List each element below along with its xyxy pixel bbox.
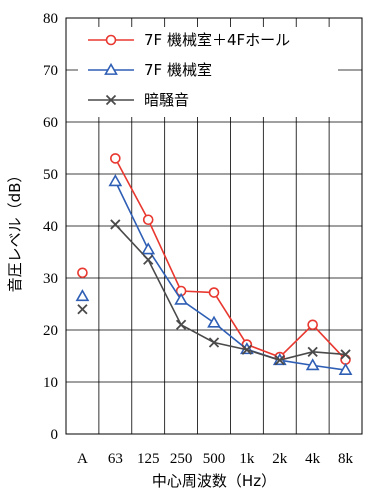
data-point-circle xyxy=(307,319,318,331)
data-point-x-stroke xyxy=(110,219,121,230)
series-line xyxy=(114,223,346,361)
data-point-x xyxy=(208,337,220,348)
legend-label: 7F 機械室 xyxy=(144,61,212,79)
y-tick-label: 80 xyxy=(43,11,58,27)
data-point-triangle xyxy=(108,174,123,187)
data-point-circle xyxy=(142,214,154,226)
x-axis-title: 中心周波数（Hz） xyxy=(152,472,276,490)
y-tick-label: 60 xyxy=(43,115,58,131)
data-point-triangle xyxy=(174,292,188,305)
series-2 xyxy=(75,174,353,375)
y-tick-label: 50 xyxy=(43,167,58,183)
data-point-triangle xyxy=(141,242,156,255)
data-point-x xyxy=(105,94,117,106)
data-point-circle xyxy=(77,267,88,279)
series-line xyxy=(114,180,346,371)
data-point-circle xyxy=(110,153,121,164)
x-tick-label: 500 xyxy=(203,451,226,467)
data-point-x xyxy=(143,254,154,265)
y-tick-label: 20 xyxy=(43,323,58,339)
data-point-x xyxy=(274,355,285,366)
series-line xyxy=(114,158,347,361)
data-point-x xyxy=(110,219,121,230)
x-tick-label: 4k xyxy=(305,451,321,467)
y-tick-label: 10 xyxy=(43,375,58,391)
data-point-triangle xyxy=(104,62,118,75)
legend-label: 7F 機械室＋4Fホール xyxy=(144,31,290,49)
data-point-x-stroke xyxy=(340,349,351,360)
data-point-triangle xyxy=(305,358,320,371)
x-tick-label: 2k xyxy=(272,451,288,467)
data-point-x xyxy=(307,346,318,357)
series-3 xyxy=(77,219,351,366)
legend-entry-2: 7F 機械室 xyxy=(88,61,212,79)
y-tick-label: 70 xyxy=(43,63,58,79)
data-point-x xyxy=(241,344,253,355)
legend-background xyxy=(78,27,338,117)
y-tick-label: 40 xyxy=(43,219,58,235)
legend-entry-1: 7F 機械室＋4Fホール xyxy=(88,31,290,49)
data-point-x-stroke xyxy=(274,355,285,366)
x-tick-labels: A 63 125 250 500 1k 2k 4k 8k xyxy=(77,451,354,467)
data-point-x xyxy=(175,319,187,330)
y-tick-labels: 0 10 20 30 40 50 60 70 80 xyxy=(43,11,58,443)
x-tick-label: 8k xyxy=(338,451,354,467)
data-point-x-stroke xyxy=(307,346,318,357)
legend-entry-3: 暗騒音 xyxy=(88,91,189,109)
plot-frame xyxy=(65,17,363,435)
y-axis-title: 音圧レベル（dB） xyxy=(6,168,24,293)
y-tick-label: 30 xyxy=(43,271,58,287)
data-point-x-stroke xyxy=(105,94,117,106)
data-point-circle xyxy=(105,34,117,46)
data-point-x-stroke xyxy=(77,304,88,315)
data-point-x xyxy=(340,349,351,360)
data-point-triangle xyxy=(207,315,221,328)
series-layer xyxy=(75,153,353,375)
data-point-x-stroke xyxy=(175,319,187,330)
data-point-x xyxy=(77,304,88,315)
data-point-x-stroke xyxy=(143,254,154,265)
series-1 xyxy=(77,153,351,365)
data-point-triangle xyxy=(75,289,90,302)
x-tick-label: 1k xyxy=(239,451,255,467)
data-point-triangle xyxy=(338,362,353,375)
x-tick-label: 250 xyxy=(170,451,193,467)
x-tick-label: 125 xyxy=(137,451,160,467)
x-tick-label: 63 xyxy=(108,451,123,467)
legend-label: 暗騒音 xyxy=(144,91,189,109)
x-tick-label: A xyxy=(77,451,88,467)
y-tick-label: 0 xyxy=(51,427,59,443)
data-point-circle xyxy=(208,287,220,298)
data-point-x-stroke xyxy=(241,344,253,355)
data-point-x-stroke xyxy=(208,337,220,348)
